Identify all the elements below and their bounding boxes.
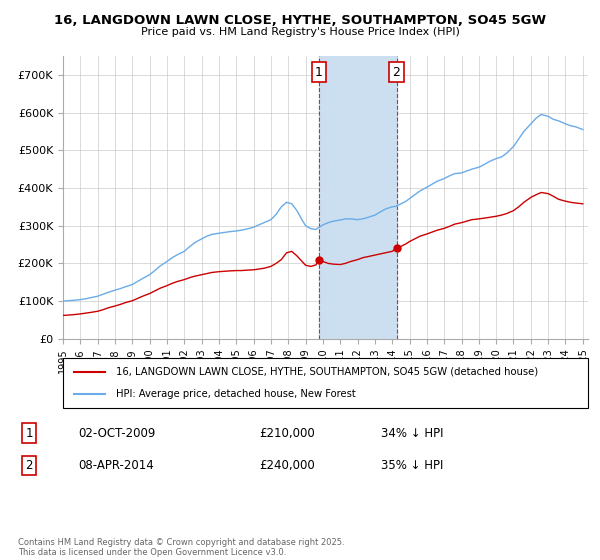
Text: £210,000: £210,000 <box>260 427 316 440</box>
Text: £240,000: £240,000 <box>260 459 316 472</box>
Text: Contains HM Land Registry data © Crown copyright and database right 2025.
This d: Contains HM Land Registry data © Crown c… <box>18 538 344 557</box>
Text: 02-OCT-2009: 02-OCT-2009 <box>78 427 155 440</box>
Bar <box>319 56 397 339</box>
Text: 2: 2 <box>26 459 33 472</box>
Text: 34% ↓ HPI: 34% ↓ HPI <box>380 427 443 440</box>
Text: 1: 1 <box>26 427 33 440</box>
Text: 35% ↓ HPI: 35% ↓ HPI <box>380 459 443 472</box>
Text: 16, LANGDOWN LAWN CLOSE, HYTHE, SOUTHAMPTON, SO45 5GW: 16, LANGDOWN LAWN CLOSE, HYTHE, SOUTHAMP… <box>54 14 546 27</box>
Text: 2: 2 <box>392 66 400 78</box>
Text: 16, LANGDOWN LAWN CLOSE, HYTHE, SOUTHAMPTON, SO45 5GW (detached house): 16, LANGDOWN LAWN CLOSE, HYTHE, SOUTHAMP… <box>115 367 538 377</box>
Text: Price paid vs. HM Land Registry's House Price Index (HPI): Price paid vs. HM Land Registry's House … <box>140 27 460 37</box>
Text: HPI: Average price, detached house, New Forest: HPI: Average price, detached house, New … <box>115 389 355 399</box>
Text: 1: 1 <box>314 66 323 78</box>
Text: 08-APR-2014: 08-APR-2014 <box>78 459 154 472</box>
